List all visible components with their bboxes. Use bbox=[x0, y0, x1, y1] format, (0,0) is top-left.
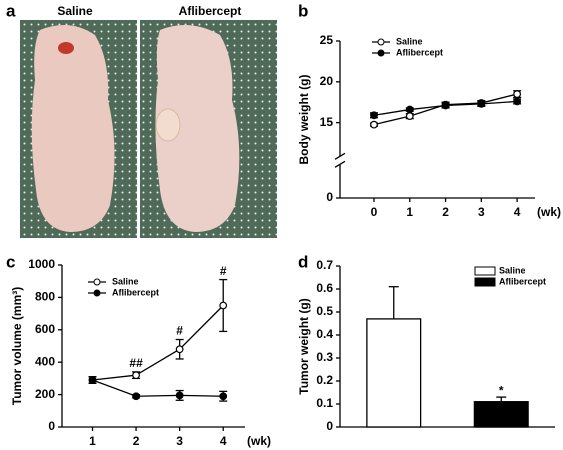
legend-label: Aflibercept bbox=[499, 276, 546, 286]
y-tick-label: 0.3 bbox=[316, 350, 333, 364]
y-tick-label: 25 bbox=[320, 33, 334, 47]
y-axis-title: Tumor volume (mm³) bbox=[10, 287, 24, 405]
y-tick-label: 0.1 bbox=[316, 396, 333, 410]
y-tick-label: 0.5 bbox=[316, 304, 333, 318]
marker bbox=[175, 391, 184, 400]
annotation: * bbox=[499, 383, 504, 397]
legend-marker bbox=[93, 278, 101, 286]
x-tick-label: 4 bbox=[514, 205, 521, 219]
marker bbox=[219, 392, 228, 401]
y-tick-label: 0.4 bbox=[316, 327, 333, 341]
legend-label: Saline bbox=[396, 36, 423, 46]
y-tick-label: 20 bbox=[320, 74, 334, 88]
panel-label: a bbox=[6, 1, 16, 20]
annotation: # bbox=[220, 264, 227, 278]
y-tick-label: 800 bbox=[35, 290, 55, 304]
y-tick-label: 600 bbox=[35, 322, 55, 336]
y-tick-label: 400 bbox=[35, 354, 55, 368]
marker bbox=[441, 101, 450, 110]
mouse bbox=[31, 25, 115, 232]
y-tick-label: 0 bbox=[326, 419, 333, 433]
photo-panel: a Saline Aflibercept bbox=[6, 1, 277, 238]
legend-label: Aflibercept bbox=[112, 287, 159, 297]
y-tick-label: 0.6 bbox=[316, 281, 333, 295]
x-tick-label: 1 bbox=[89, 434, 96, 448]
mouse bbox=[155, 25, 240, 232]
y-tick-label: 0.2 bbox=[316, 373, 333, 387]
x-tick-label: 4 bbox=[220, 434, 227, 448]
photo-caption: Saline bbox=[57, 4, 93, 18]
bar bbox=[473, 401, 529, 428]
mouse-eye bbox=[58, 42, 74, 54]
annotation: # bbox=[176, 324, 183, 338]
x-tick-label: 3 bbox=[478, 205, 485, 219]
legend-label: Saline bbox=[499, 265, 526, 275]
x-axis-title: (wk) bbox=[537, 205, 561, 219]
legend-marker bbox=[377, 49, 385, 57]
legend-label: Saline bbox=[112, 276, 139, 286]
tumor bbox=[155, 108, 181, 142]
y-tick-label: 0 bbox=[48, 419, 55, 433]
x-tick-label: 0 bbox=[371, 205, 378, 219]
x-tick-label: 2 bbox=[442, 205, 449, 219]
y-tick-label: 0.7 bbox=[316, 258, 333, 272]
y-axis-title: Tumor weight (g) bbox=[297, 298, 311, 394]
photo-caption: Aflibercept bbox=[179, 4, 242, 18]
y-axis-title: Body weight (g) bbox=[297, 75, 311, 165]
marker bbox=[88, 376, 97, 384]
marker bbox=[175, 345, 184, 354]
panel-label: c bbox=[6, 252, 15, 271]
legend-marker bbox=[93, 289, 101, 297]
annotation: ## bbox=[129, 356, 143, 370]
legend-marker bbox=[377, 38, 385, 46]
marker bbox=[219, 301, 228, 310]
marker bbox=[405, 112, 414, 121]
marker bbox=[477, 99, 486, 108]
marker bbox=[132, 392, 140, 401]
y-tick-label: 0 bbox=[326, 190, 333, 204]
x-tick-label: 2 bbox=[133, 434, 140, 448]
x-axis-title: (wk) bbox=[247, 434, 271, 448]
x-tick-label: 1 bbox=[406, 205, 413, 219]
marker bbox=[370, 120, 378, 129]
series-line bbox=[92, 379, 224, 397]
legend-swatch bbox=[474, 266, 496, 276]
marker bbox=[513, 97, 522, 106]
bar bbox=[366, 318, 422, 428]
axis-break bbox=[334, 152, 346, 160]
marker bbox=[513, 90, 522, 98]
legend-label: Aflibercept bbox=[396, 47, 443, 57]
y-tick-label: 1000 bbox=[28, 257, 55, 271]
y-tick-label: 15 bbox=[320, 115, 334, 129]
axis-break bbox=[334, 160, 346, 168]
y-tick-label: 200 bbox=[35, 387, 55, 401]
marker bbox=[132, 371, 140, 380]
panel-label: b bbox=[298, 1, 308, 20]
series-line bbox=[92, 305, 224, 381]
panel-label: d bbox=[298, 252, 308, 271]
x-tick-label: 3 bbox=[176, 434, 183, 448]
legend-swatch bbox=[474, 277, 496, 287]
marker bbox=[370, 111, 378, 120]
marker bbox=[405, 105, 414, 114]
